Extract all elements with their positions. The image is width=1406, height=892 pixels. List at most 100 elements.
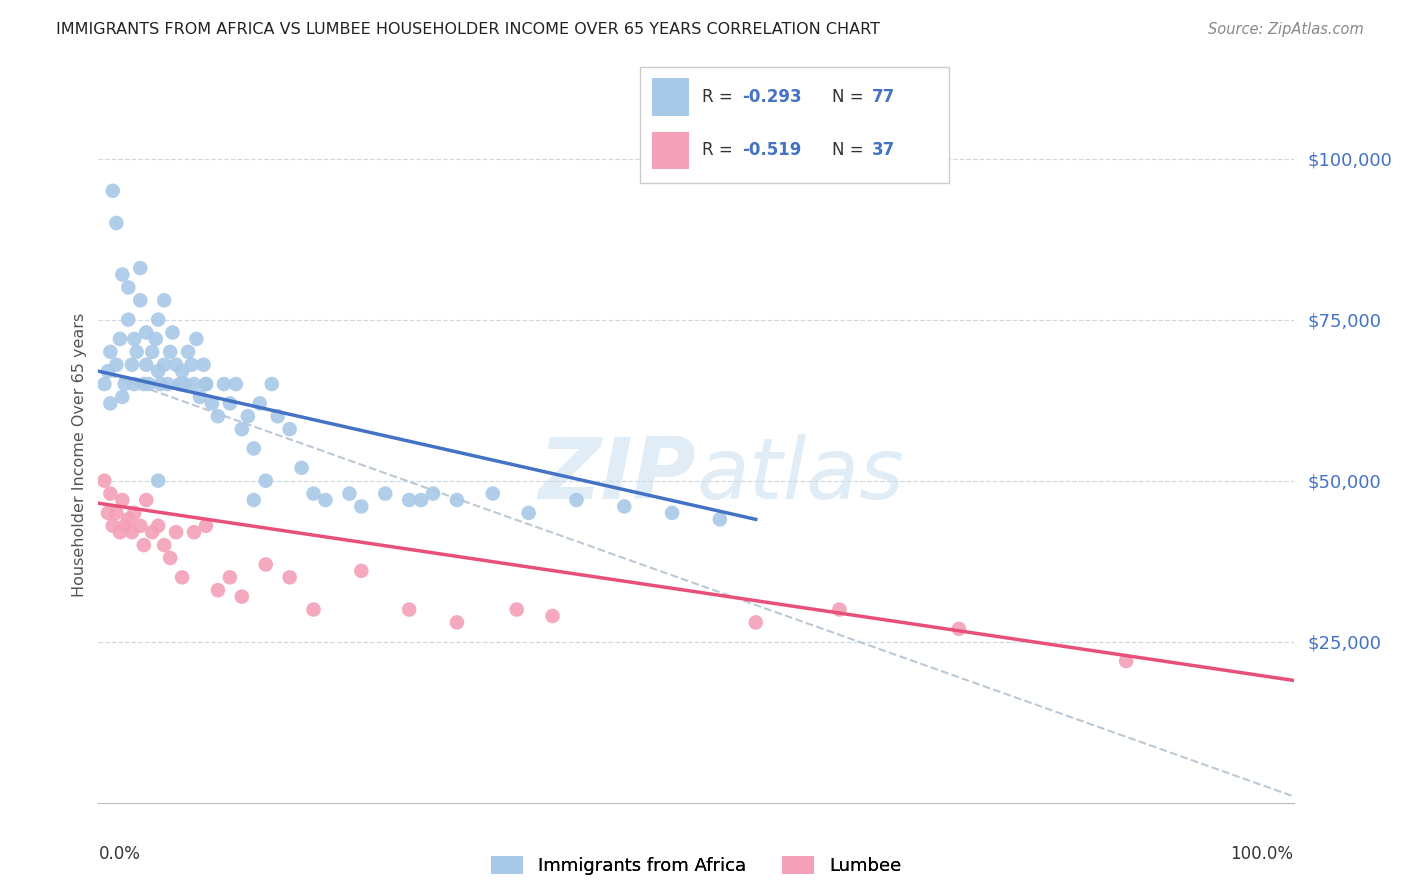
Point xyxy=(159,344,181,359)
Point xyxy=(121,358,143,372)
Point xyxy=(290,460,312,475)
Point xyxy=(828,602,851,616)
Text: 37: 37 xyxy=(872,142,896,160)
Point xyxy=(374,486,396,500)
Point xyxy=(141,344,163,359)
Text: 77: 77 xyxy=(872,88,896,106)
Point xyxy=(135,358,157,372)
Point xyxy=(661,506,683,520)
Point xyxy=(141,525,163,540)
Point xyxy=(236,409,259,424)
Point xyxy=(180,358,202,372)
Text: Source: ZipAtlas.com: Source: ZipAtlas.com xyxy=(1208,22,1364,37)
Point xyxy=(186,332,208,346)
Y-axis label: Householder Income Over 65 years: Householder Income Over 65 years xyxy=(72,313,87,597)
Point xyxy=(124,332,146,346)
Point xyxy=(108,525,131,540)
Point xyxy=(117,312,139,326)
Point xyxy=(422,486,444,500)
Point xyxy=(350,564,373,578)
Point xyxy=(97,364,120,378)
Point xyxy=(117,280,139,294)
Point xyxy=(745,615,768,630)
Point xyxy=(156,377,179,392)
Point xyxy=(98,396,122,410)
Point xyxy=(153,293,176,308)
Point xyxy=(148,364,170,378)
Point xyxy=(278,570,301,584)
Point xyxy=(212,377,235,392)
Text: atlas: atlas xyxy=(696,434,904,517)
Point xyxy=(172,570,194,584)
Point xyxy=(132,377,155,392)
Point xyxy=(108,332,131,346)
Point xyxy=(172,364,194,378)
Point xyxy=(267,409,290,424)
Point xyxy=(541,609,564,624)
Point xyxy=(135,493,157,508)
Point xyxy=(254,474,277,488)
Point xyxy=(105,216,128,230)
Text: 0.0%: 0.0% xyxy=(98,845,141,863)
Point xyxy=(148,474,170,488)
Text: R =: R = xyxy=(702,142,738,160)
Point xyxy=(98,344,122,359)
Point xyxy=(129,293,152,308)
Point xyxy=(111,390,134,404)
Point xyxy=(231,590,253,604)
FancyBboxPatch shape xyxy=(640,67,949,183)
Point xyxy=(481,486,505,500)
Point xyxy=(225,377,247,392)
Bar xyxy=(652,78,689,116)
Point xyxy=(153,538,176,552)
Point xyxy=(350,500,373,514)
Point xyxy=(105,358,128,372)
Point xyxy=(183,525,205,540)
Text: N =: N = xyxy=(831,142,869,160)
Point xyxy=(613,500,636,514)
Point xyxy=(169,377,191,392)
Point xyxy=(194,377,217,392)
Point xyxy=(101,518,124,533)
Point xyxy=(398,602,420,616)
Text: ZIP: ZIP xyxy=(538,434,696,517)
Point xyxy=(506,602,529,616)
Point xyxy=(93,474,115,488)
Text: N =: N = xyxy=(831,88,869,106)
Point xyxy=(111,493,134,508)
Point xyxy=(446,615,468,630)
Point xyxy=(114,377,136,392)
Point xyxy=(138,377,160,392)
Point xyxy=(517,506,540,520)
Point xyxy=(565,493,588,508)
Point xyxy=(165,525,187,540)
Point xyxy=(97,506,120,520)
Text: -0.519: -0.519 xyxy=(742,142,801,160)
Point xyxy=(194,377,217,392)
Point xyxy=(411,493,433,508)
Point xyxy=(148,518,170,533)
Point xyxy=(201,396,224,410)
Point xyxy=(153,358,176,372)
Point xyxy=(149,377,172,392)
Point xyxy=(193,358,215,372)
Point xyxy=(148,312,170,326)
Point xyxy=(101,184,124,198)
Point xyxy=(159,551,181,566)
Text: -0.293: -0.293 xyxy=(742,88,801,106)
Point xyxy=(183,377,205,392)
Point xyxy=(98,486,122,500)
Point xyxy=(194,518,217,533)
Point xyxy=(105,506,128,520)
Legend: Immigrants from Africa, Lumbee: Immigrants from Africa, Lumbee xyxy=(482,847,910,884)
Point xyxy=(709,512,731,526)
Point xyxy=(278,422,301,436)
Point xyxy=(124,506,146,520)
Point xyxy=(188,390,211,404)
Point xyxy=(165,358,187,372)
Point xyxy=(121,525,143,540)
Point xyxy=(173,377,195,392)
Point xyxy=(114,518,136,533)
Text: 100.0%: 100.0% xyxy=(1230,845,1294,863)
Point xyxy=(132,538,155,552)
